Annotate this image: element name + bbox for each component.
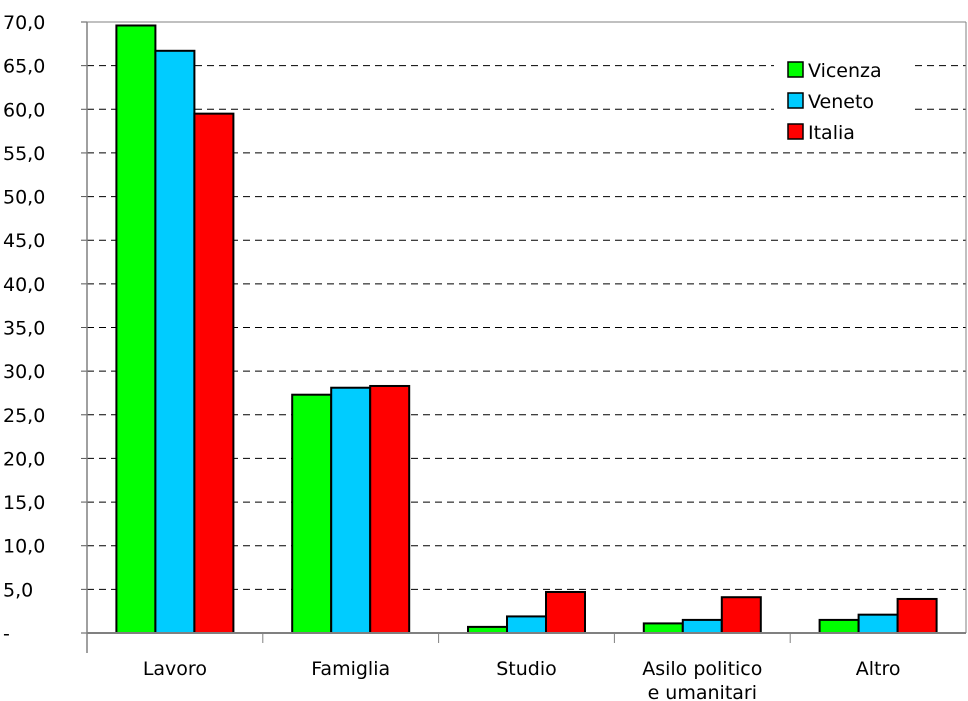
bar-vicenza-0 xyxy=(115,24,157,634)
legend-label-italia: Italia xyxy=(808,122,855,144)
axes xyxy=(81,21,967,653)
bars xyxy=(115,24,938,635)
y-tick-label: - xyxy=(3,623,10,645)
bar-italia-2 xyxy=(545,590,586,634)
y-tick-label: 55,0 xyxy=(3,143,45,165)
legend-label-veneto: Veneto xyxy=(808,91,874,113)
x-category-label: Famiglia xyxy=(311,658,390,680)
legend-swatch-veneto xyxy=(787,92,804,109)
bar-vicenza-4 xyxy=(818,618,860,635)
y-tick-label: 60,0 xyxy=(3,99,45,121)
bar-vicenza-1 xyxy=(291,393,333,634)
bar-veneto-2 xyxy=(506,615,547,634)
x-axis-category-labels: Lavoro Famiglia Studio Asilo politico e uman… xyxy=(143,658,901,701)
y-tick-label: 25,0 xyxy=(3,405,45,427)
y-tick-label: 40,0 xyxy=(3,274,45,296)
legend-swatch-vicenza xyxy=(787,61,804,78)
y-tick-label: 65,0 xyxy=(3,56,45,78)
legend-swatch-italia xyxy=(787,123,804,140)
y-tick-label: 10,0 xyxy=(3,536,45,558)
bar-veneto-4 xyxy=(857,613,899,634)
y-tick-label: 35,0 xyxy=(3,318,45,340)
bar-vicenza-3 xyxy=(642,622,684,634)
bar-veneto-3 xyxy=(681,618,723,635)
y-tick-label: 15,0 xyxy=(3,492,45,514)
y-axis-tick-labels: - 5,0 10,0 15,0 20,0 25,0 30,0 35,0 40,0 45,0 50,0… xyxy=(3,12,45,645)
bar-italia-0 xyxy=(193,112,235,634)
y-tick-label: 70,0 xyxy=(3,12,45,34)
x-category-label: Altro xyxy=(856,658,901,680)
y-tick-label: 30,0 xyxy=(3,361,45,383)
y-tick-label: 50,0 xyxy=(3,187,45,209)
bar-italia-1 xyxy=(369,384,411,634)
y-tick-label: 20,0 xyxy=(3,448,45,470)
y-tick-label: 45,0 xyxy=(3,230,45,252)
bar-italia-4 xyxy=(896,597,938,634)
y-tick-label: 5,0 xyxy=(3,579,33,601)
bar-italia-3 xyxy=(720,596,762,634)
legend-label-vicenza: Vicenza xyxy=(808,60,882,82)
x-category-label: Studio xyxy=(496,658,557,680)
legend: Vicenza Veneto Italia xyxy=(774,52,912,148)
x-category-label: Lavoro xyxy=(143,658,207,680)
bar-veneto-0 xyxy=(154,49,196,635)
x-category-label: Asilo politico e umanitari xyxy=(642,658,762,701)
bar-veneto-1 xyxy=(330,386,372,634)
